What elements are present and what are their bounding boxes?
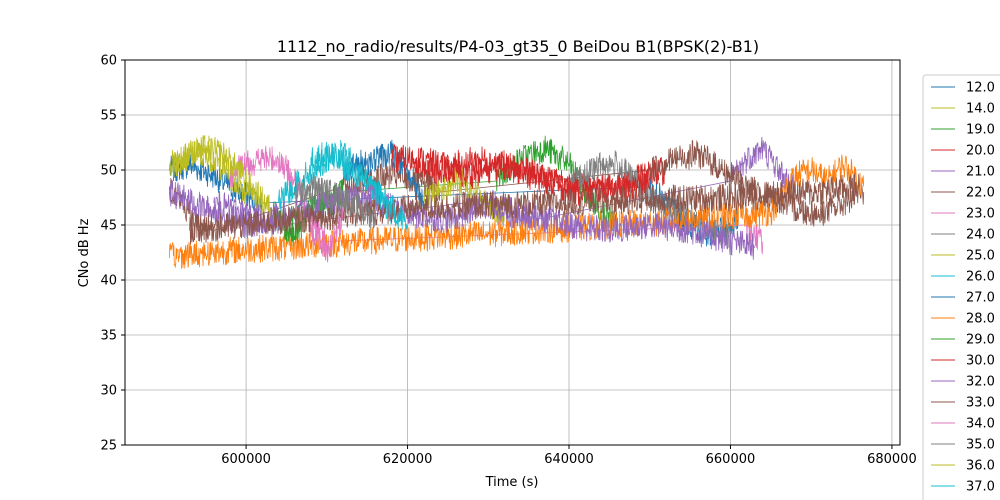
legend-label: 27.0 xyxy=(966,291,995,306)
y-tick-label: 55 xyxy=(100,109,117,124)
series-line xyxy=(294,173,376,231)
y-tick-label: 45 xyxy=(100,219,117,234)
x-tick-label: 660000 xyxy=(706,452,756,467)
legend-label: 35.0 xyxy=(966,438,995,453)
series-line xyxy=(310,141,408,233)
legend-label: 14.0 xyxy=(966,102,995,117)
series-line xyxy=(173,134,271,218)
legend-label: 36.0 xyxy=(966,459,995,474)
legend-label: 24.0 xyxy=(966,228,995,243)
legend-label: 32.0 xyxy=(966,375,995,390)
legend-label: 25.0 xyxy=(966,249,995,264)
legend-label: 29.0 xyxy=(966,333,995,348)
legend-label: 26.0 xyxy=(966,270,995,285)
legend-label: 20.0 xyxy=(966,144,995,159)
legend-label: 28.0 xyxy=(966,312,995,327)
x-tick-label: 600000 xyxy=(221,452,271,467)
chart-title: 1112_no_radio/results/P4-03_gt35_0 BeiDo… xyxy=(277,37,759,57)
y-tick-label: 35 xyxy=(100,329,117,344)
legend: 12.0 14.0 19.0 20.0 21.0 22.0 23.0 24.0 25.0 26.0… xyxy=(922,74,1000,500)
legend-label: 19.0 xyxy=(966,123,995,138)
x-tick-label: 640000 xyxy=(544,452,594,467)
plot-area xyxy=(169,134,865,269)
series-line xyxy=(189,173,860,245)
legend-label: 12.0 xyxy=(966,81,995,96)
series-line xyxy=(391,143,651,206)
y-tick-label: 25 xyxy=(100,439,117,454)
y-tick-label: 50 xyxy=(100,164,117,179)
legend-label: 34.0 xyxy=(966,417,995,432)
x-tick-label: 680000 xyxy=(867,452,917,467)
legend-label: 37.0 xyxy=(966,480,995,495)
x-tick-label: 620000 xyxy=(383,452,433,467)
series-line xyxy=(342,139,425,213)
legend-label: 30.0 xyxy=(966,354,995,369)
legend-label: 22.0 xyxy=(966,186,995,201)
series-line xyxy=(229,145,764,255)
legend-label: 23.0 xyxy=(966,207,995,222)
y-axis-label: CNo dB Hz xyxy=(77,218,92,287)
legend-frame xyxy=(922,74,1000,500)
series-line xyxy=(169,154,865,269)
x-axis-label: Time (s) xyxy=(485,475,539,490)
legend-label: 21.0 xyxy=(966,165,995,180)
plot-frame xyxy=(124,59,901,446)
axis-ticks: 600000 620000 640000 660000 680000 25 30 35 40 45… xyxy=(100,54,916,468)
legend-label: 33.0 xyxy=(966,396,995,411)
y-tick-label: 60 xyxy=(100,54,117,69)
y-tick-label: 30 xyxy=(100,384,117,399)
series-line xyxy=(310,207,344,263)
y-tick-label: 40 xyxy=(100,274,117,289)
series-line xyxy=(169,140,865,240)
series-line xyxy=(169,154,739,247)
